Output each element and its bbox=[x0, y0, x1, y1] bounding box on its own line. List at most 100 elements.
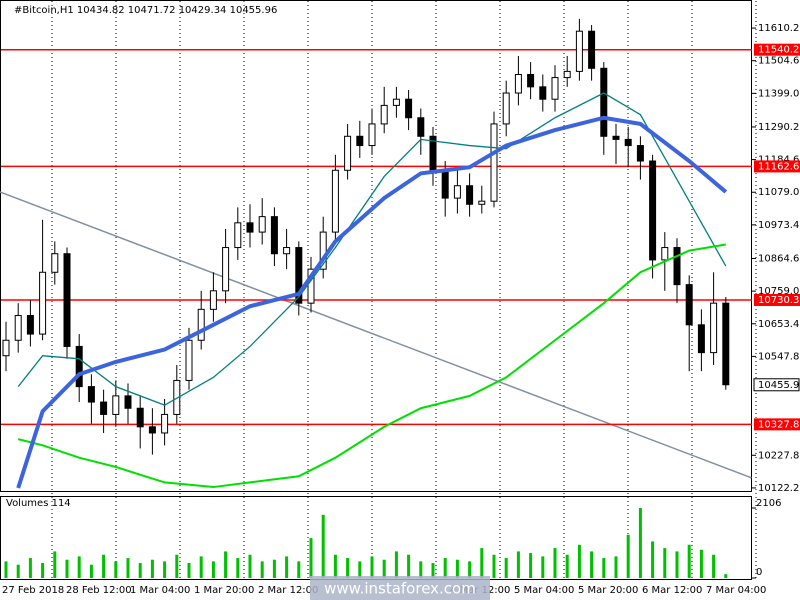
x-tick-label: 1 Mar 20:00 bbox=[194, 585, 254, 596]
candle-body bbox=[478, 200, 486, 205]
candle-body bbox=[697, 324, 705, 354]
candle-body bbox=[295, 247, 303, 304]
candle-body bbox=[148, 426, 156, 434]
level-label: 10730.32 bbox=[758, 295, 800, 306]
moving-average bbox=[17, 92, 727, 406]
level-label-box bbox=[754, 293, 800, 306]
level-label: 11162.60 bbox=[758, 161, 800, 172]
candle-body bbox=[563, 70, 571, 79]
candle-body bbox=[209, 290, 217, 310]
y-tick-label: 11399.00 bbox=[758, 88, 800, 99]
level-label-box bbox=[754, 418, 800, 431]
candle-body bbox=[319, 231, 327, 270]
volume-label: Volumes 114 bbox=[6, 498, 71, 509]
candle-body bbox=[417, 117, 425, 137]
current-price-box bbox=[753, 378, 800, 392]
candle-body bbox=[197, 308, 205, 341]
candle-body bbox=[39, 271, 47, 335]
candle-body bbox=[685, 284, 693, 326]
candle-body bbox=[453, 185, 461, 199]
candle-body bbox=[161, 413, 169, 434]
candle-body bbox=[173, 379, 181, 415]
candle-body bbox=[588, 30, 596, 69]
volume-tick-label: 2106 bbox=[756, 498, 781, 509]
x-tick-label: 7 Mar 04:00 bbox=[706, 585, 766, 596]
y-tick-label: 11184.60 bbox=[758, 155, 800, 166]
candle-body bbox=[185, 339, 193, 381]
candle-body bbox=[502, 92, 510, 125]
level-label: 11540.22 bbox=[758, 45, 800, 56]
moving-average bbox=[17, 243, 726, 489]
current-price-label: 10455.96 bbox=[758, 380, 800, 391]
moving-average bbox=[16, 115, 728, 489]
candle-body bbox=[344, 135, 352, 171]
candle-body bbox=[661, 247, 669, 261]
candle-body bbox=[380, 104, 388, 125]
candle-body bbox=[551, 77, 559, 100]
volume-panel bbox=[0, 496, 752, 580]
candle-body bbox=[246, 222, 254, 233]
candle-body bbox=[441, 169, 449, 199]
x-tick-label: 27 Feb 2018 bbox=[2, 585, 64, 596]
candle-body bbox=[368, 123, 376, 147]
watermark: www.instaforex.com bbox=[324, 580, 476, 598]
y-tick-label: 10759.00 bbox=[758, 286, 800, 297]
candle-body bbox=[222, 247, 230, 292]
candle-body bbox=[624, 138, 632, 147]
level-label-box bbox=[754, 160, 800, 173]
x-tick-label: 28 Feb 12:00 bbox=[66, 585, 132, 596]
candle-body bbox=[331, 169, 339, 233]
candle-body bbox=[710, 302, 718, 354]
candle-body bbox=[575, 30, 583, 72]
candle-body bbox=[63, 253, 71, 347]
candle-body bbox=[100, 401, 108, 415]
x-tick-label: 5 Mar 04:00 bbox=[514, 585, 574, 596]
candle-body bbox=[649, 160, 657, 261]
candle-body bbox=[51, 253, 59, 273]
price-panel bbox=[0, 0, 752, 492]
x-tick-label: 5 Mar 20:00 bbox=[578, 585, 638, 596]
candle-body bbox=[600, 67, 608, 137]
y-tick-label: 10122.20 bbox=[758, 483, 800, 494]
watermark-box bbox=[310, 576, 490, 600]
y-tick-label: 11504.60 bbox=[758, 56, 800, 67]
y-tick-label: 10227.80 bbox=[758, 450, 800, 461]
y-tick-label: 11610.20 bbox=[758, 23, 800, 34]
candle-body bbox=[527, 73, 535, 88]
candle-body bbox=[234, 222, 242, 249]
candle-body bbox=[2, 339, 10, 357]
candle-body bbox=[405, 98, 413, 119]
candle-body bbox=[283, 247, 291, 255]
candle-body bbox=[75, 345, 83, 388]
candle-body bbox=[490, 123, 498, 202]
trendline bbox=[0, 191, 752, 479]
candle-body bbox=[14, 315, 22, 341]
candle-body bbox=[466, 185, 474, 205]
volume-tick-label: 0 bbox=[756, 567, 762, 578]
y-tick-label: 10547.80 bbox=[758, 351, 800, 362]
y-tick-label: 10653.40 bbox=[758, 319, 800, 330]
level-label-box bbox=[754, 43, 800, 56]
candle-body bbox=[722, 302, 730, 386]
x-tick-label: 2 Mar 12:00 bbox=[258, 585, 318, 596]
candle-body bbox=[26, 315, 34, 335]
candle-body bbox=[270, 216, 278, 255]
candle-body bbox=[356, 135, 364, 147]
candle-body bbox=[673, 247, 681, 286]
x-tick-label: 1 Mar 04:00 bbox=[130, 585, 190, 596]
candle-body bbox=[612, 135, 620, 140]
candle-body bbox=[392, 98, 400, 106]
candle-body bbox=[514, 73, 522, 94]
chart-title: #Bitcoin,H1 10434.82 10471.72 10429.34 1… bbox=[14, 5, 277, 16]
candle-body bbox=[258, 216, 266, 233]
candle-body bbox=[539, 86, 547, 100]
level-label: 10327.85 bbox=[758, 419, 800, 430]
x-tick-label: 6 Mar 12:00 bbox=[642, 585, 702, 596]
candle-body bbox=[636, 145, 644, 162]
candle-body bbox=[124, 395, 132, 409]
candle-body bbox=[136, 407, 144, 428]
candle-body bbox=[87, 386, 95, 403]
y-tick-label: 10973.40 bbox=[758, 220, 800, 231]
candle-body bbox=[112, 395, 120, 415]
